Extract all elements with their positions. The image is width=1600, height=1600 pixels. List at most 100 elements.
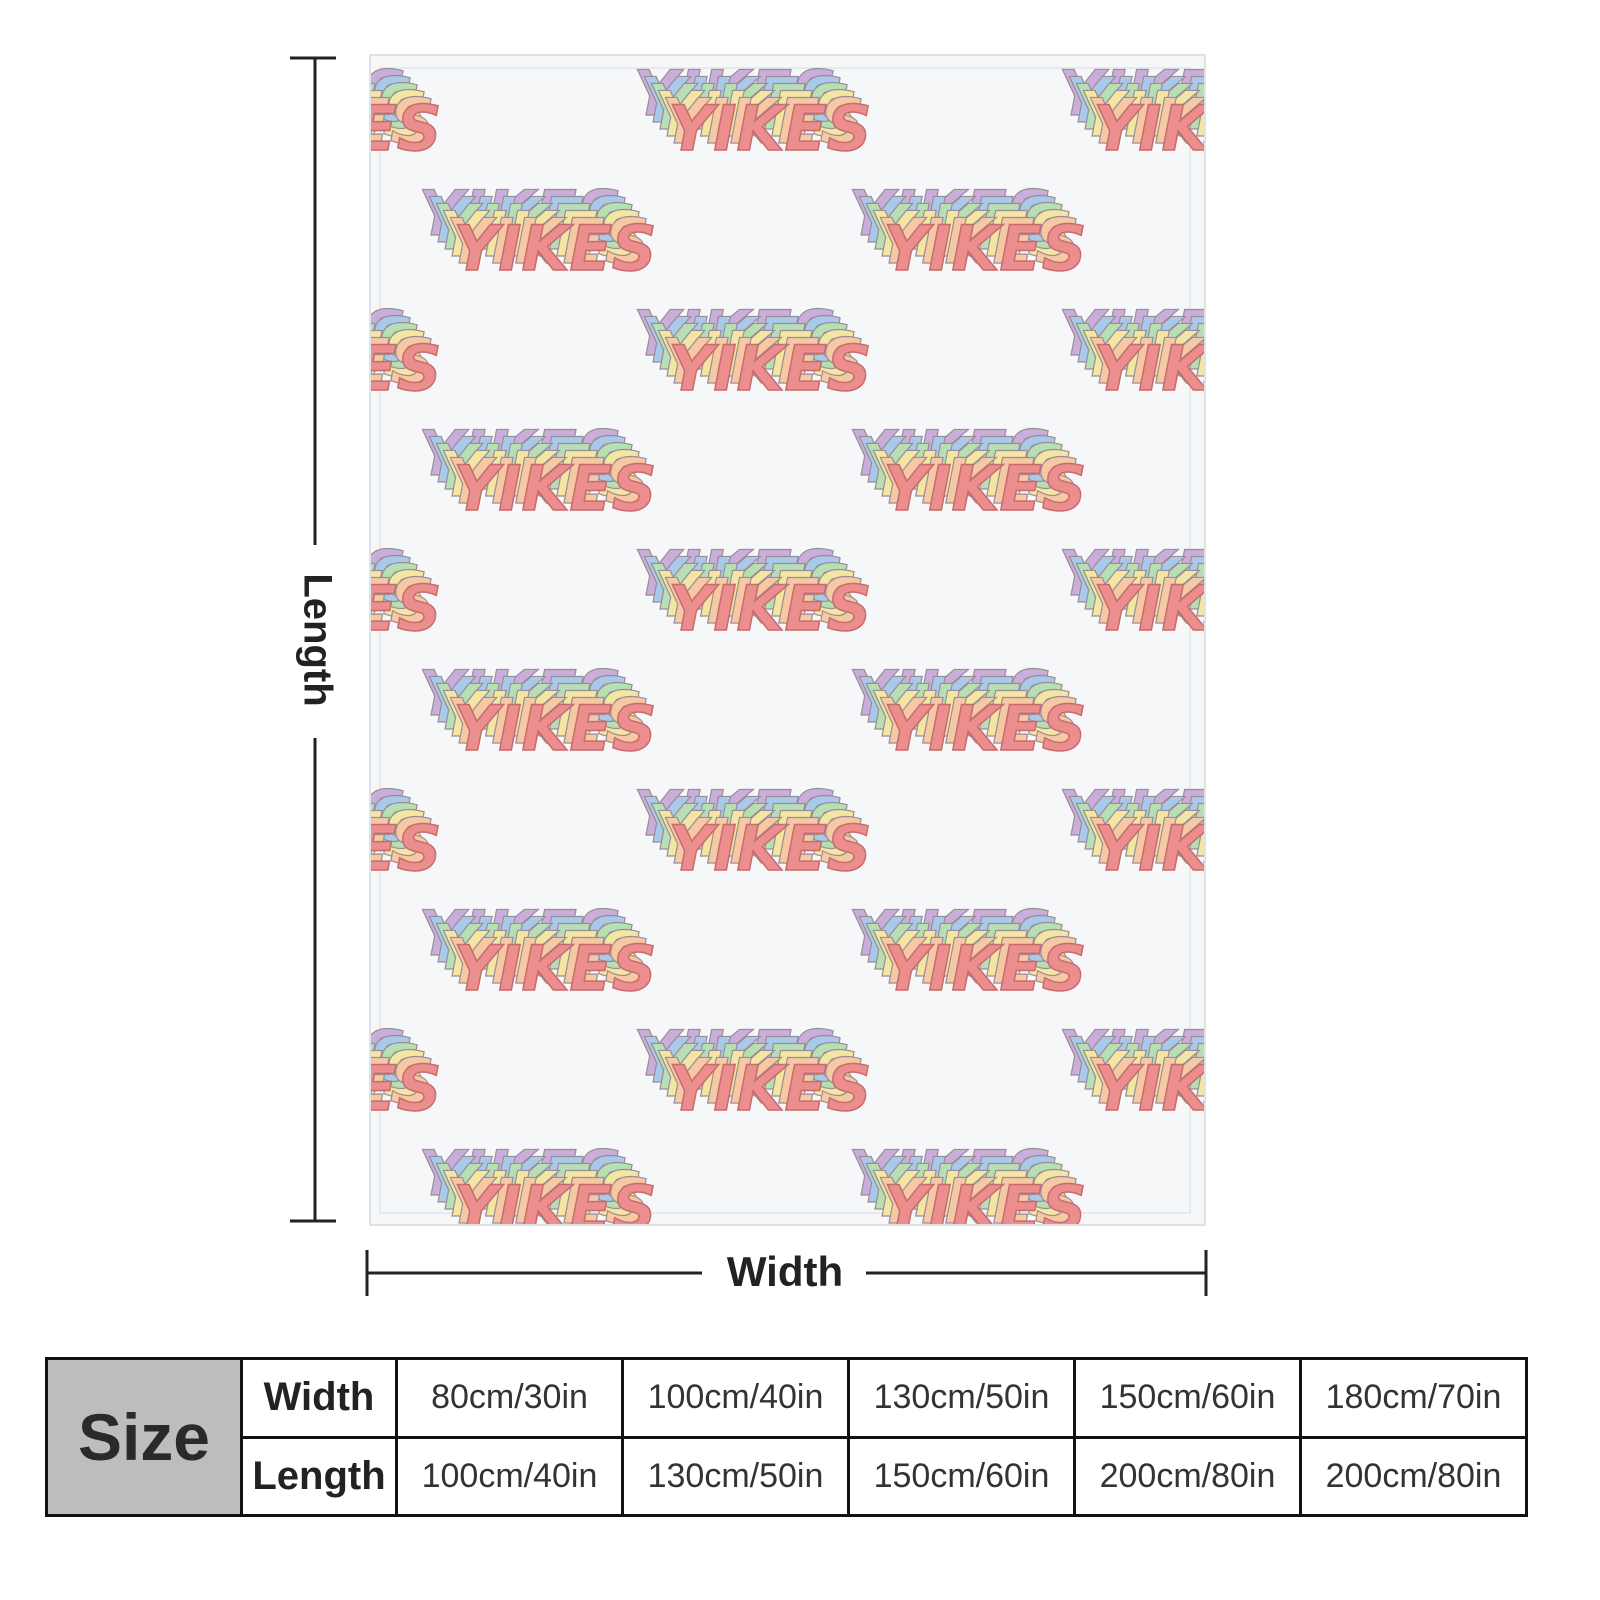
pattern-shadow-text: YIKES	[654, 78, 857, 151]
pattern-shadow-text: YIKES	[1072, 311, 1275, 384]
pattern-shadow-text: YIKES	[217, 791, 420, 864]
pattern-shadow-text: YIKES	[1079, 558, 1282, 631]
pattern-shadow-text: YIKES	[855, 184, 1058, 257]
pattern-shadow-text: YIKES	[210, 544, 413, 617]
pattern-text: YIKES	[453, 452, 656, 525]
pattern-text: YIKES	[883, 692, 1086, 765]
pattern-shadow-text: YIKES	[640, 304, 843, 377]
pattern-shadow-text: YIKES	[1086, 565, 1289, 638]
pattern-text: YIKES	[668, 332, 871, 405]
pattern-shadow-text: YIKES	[876, 445, 1079, 518]
pattern-shadow-text: YIKES	[848, 177, 1051, 250]
pattern-shadow-text: YIKES	[1086, 325, 1289, 398]
pattern-text: YIKES	[1093, 1052, 1296, 1125]
pattern-shadow-text: YIKES	[876, 685, 1079, 758]
pattern-text: YIKES	[238, 572, 441, 645]
width-label: Width	[727, 1248, 843, 1295]
pattern-shadow-text: YIKES	[661, 85, 864, 158]
pattern-shadow-text: YIKES	[869, 678, 1072, 751]
pattern-shadow-text: YIKES	[425, 184, 628, 257]
pattern-shadow-text: YIKES	[425, 664, 628, 737]
size-value: 130cm/50in	[847, 1357, 1076, 1439]
pattern-shadow-text: YIKES	[1086, 1045, 1289, 1118]
row-label: Length	[240, 1435, 398, 1517]
pattern-shadow-text: YIKES	[210, 64, 413, 137]
pattern-shadow-text: YIKES	[1079, 1038, 1282, 1111]
pattern-shadow-text: YIKES	[1058, 57, 1261, 130]
pattern-shadow-text: YIKES	[418, 657, 621, 730]
pattern-text: YIKES	[883, 1172, 1086, 1245]
length-dimension	[290, 56, 336, 1223]
pattern-shadow-text: YIKES	[446, 445, 649, 518]
pattern-shadow-text: YIKES	[224, 1038, 427, 1111]
pattern-shadow-text: YIKES	[446, 1165, 649, 1238]
pattern-shadow-text: YIKES	[633, 537, 836, 610]
pattern-shadow-text: YIKES	[217, 71, 420, 144]
pattern-shadow-text: YIKES	[876, 205, 1079, 278]
pattern-shadow-text: YIKES	[876, 1165, 1079, 1238]
pattern-shadow-text: YIKES	[446, 925, 649, 998]
pattern-shadow-text: YIKES	[654, 798, 857, 871]
pattern-shadow-text: YIKES	[862, 671, 1065, 744]
size-value: 100cm/40in	[395, 1435, 624, 1517]
pattern-shadow-text: YIKES	[425, 1144, 628, 1217]
pattern-shadow-text: YIKES	[1072, 71, 1275, 144]
size-title: Size	[45, 1357, 243, 1517]
pattern-shadow-text: YIKES	[217, 551, 420, 624]
pattern-text: YIKES	[668, 92, 871, 165]
size-value: 80cm/30in	[395, 1357, 624, 1439]
size-row: Length 100cm/40in 130cm/50in 150cm/60in 200c…	[47, 1435, 1528, 1517]
pattern-shadow-text: YIKES	[869, 918, 1072, 991]
pattern-shadow-text: YIKES	[640, 784, 843, 857]
pattern-shadow-text: YIKES	[439, 678, 642, 751]
size-value: 100cm/40in	[621, 1357, 850, 1439]
pattern-text: YIKES	[238, 812, 441, 885]
pattern-shadow-text: YIKES	[855, 424, 1058, 497]
pattern-shadow-text: YIKES	[1058, 297, 1261, 370]
pattern-shadow-text: YIKES	[633, 777, 836, 850]
pattern-text: YIKES	[883, 212, 1086, 285]
pattern-shadow-text: YIKES	[203, 537, 406, 610]
pattern-shadow-text: YIKES	[203, 1017, 406, 1090]
pattern-shadow-text: YIKES	[1086, 805, 1289, 878]
pattern-shadow-text: YIKES	[862, 191, 1065, 264]
pattern-shadow-text: YIKES	[432, 1151, 635, 1224]
pattern-shadow-text: YIKES	[661, 805, 864, 878]
pattern-shadow-text: YIKES	[203, 297, 406, 370]
pattern-shadow-text: YIKES	[1072, 1031, 1275, 1104]
pattern-text: YIKES	[453, 1172, 656, 1245]
pattern-shadow-text: YIKES	[1058, 1017, 1261, 1090]
pattern-shadow-text: YIKES	[224, 558, 427, 631]
pattern-shadow-text: YIKES	[231, 85, 434, 158]
pattern-shadow-text: YIKES	[848, 417, 1051, 490]
pattern-text: YIKES	[1093, 92, 1296, 165]
size-value: 200cm/80in	[1299, 1435, 1528, 1517]
pattern-shadow-text: YIKES	[1058, 777, 1261, 850]
pattern-shadow-text: YIKES	[1072, 791, 1275, 864]
pattern-shadow-text: YIKES	[439, 918, 642, 991]
row-label: Width	[240, 1357, 398, 1439]
pattern-shadow-text: YIKES	[210, 304, 413, 377]
pattern-shadow-text: YIKES	[848, 897, 1051, 970]
pattern-shadow-text: YIKES	[1086, 85, 1289, 158]
pattern-text: YIKES	[668, 572, 871, 645]
pattern-text: YIKES	[1093, 332, 1296, 405]
pattern-shadow-text: YIKES	[425, 904, 628, 977]
pattern-shadow-text: YIKES	[1065, 784, 1268, 857]
pattern-shadow-text: YIKES	[1079, 318, 1282, 391]
pattern-shadow-text: YIKES	[654, 558, 857, 631]
